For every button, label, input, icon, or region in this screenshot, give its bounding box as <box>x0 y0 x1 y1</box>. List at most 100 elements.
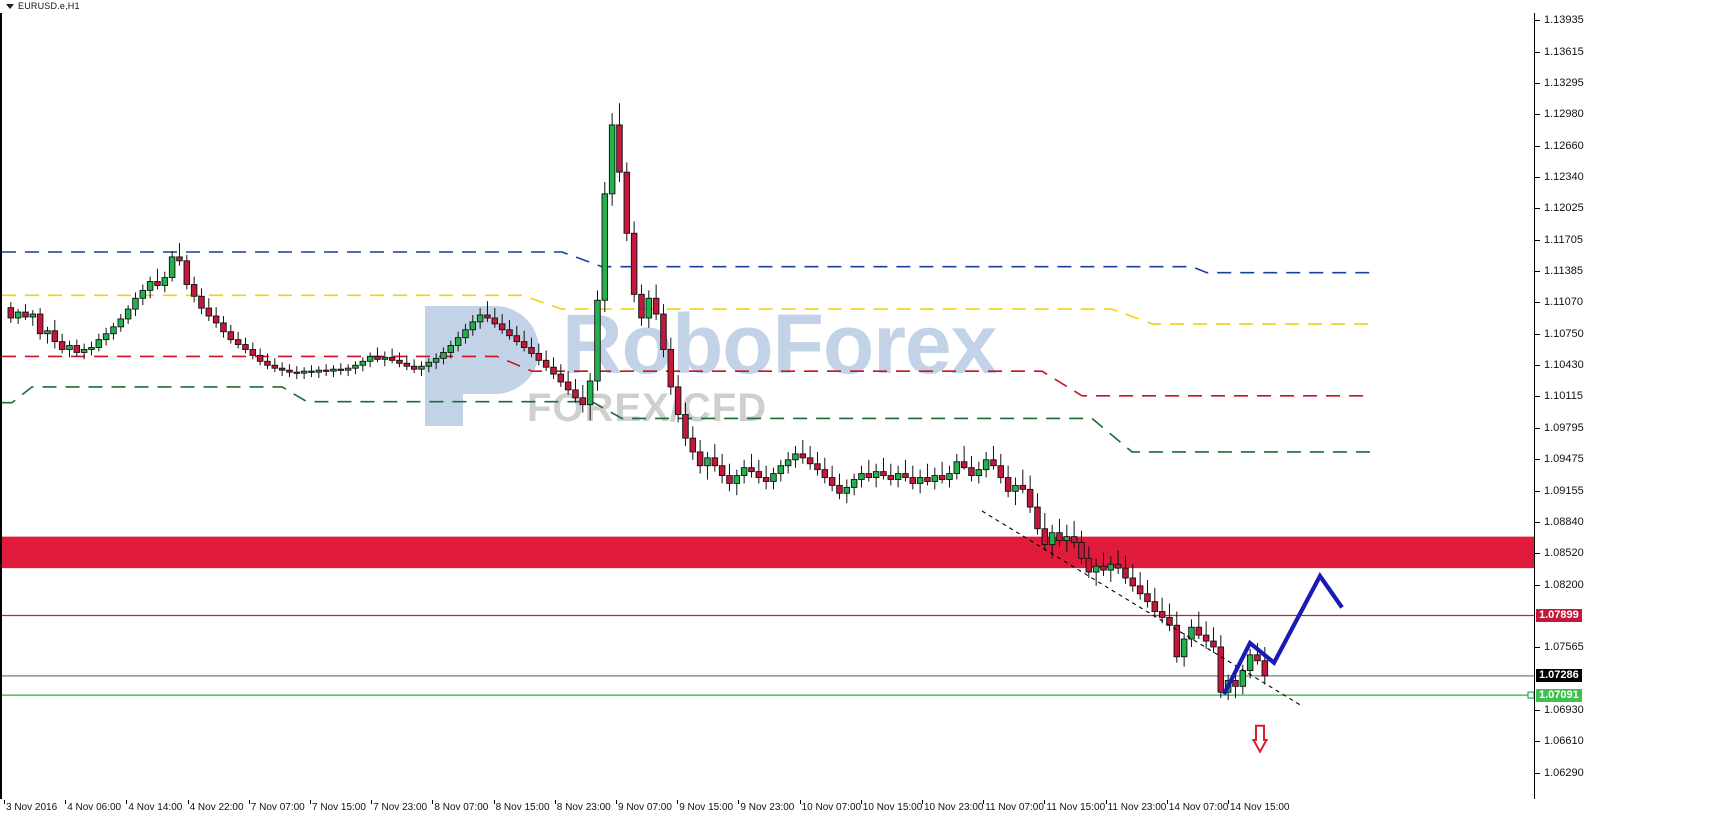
chevron-down-icon[interactable] <box>6 4 14 9</box>
candle <box>755 459 763 484</box>
candle-body <box>997 465 1005 478</box>
candle-body <box>843 486 851 494</box>
candle <box>366 352 374 368</box>
symbol-tab-label[interactable]: EURUSD.e,H1 <box>18 1 80 11</box>
candle-body <box>139 289 147 299</box>
candle-body <box>528 347 535 354</box>
candle <box>990 446 997 470</box>
candle <box>278 362 286 377</box>
time-tick-label: 8 Nov 15:00 <box>495 802 550 813</box>
candle-body <box>652 297 660 315</box>
candle <box>1173 611 1181 663</box>
candle <box>982 451 990 478</box>
current-price-badge: 1.07286 <box>1536 669 1582 683</box>
candle <box>168 250 176 282</box>
candle <box>601 182 609 313</box>
price-tick-mark <box>1535 490 1540 492</box>
price-tick-mark <box>1535 239 1540 241</box>
candle <box>1217 635 1225 699</box>
time-tick-mark <box>799 800 801 804</box>
candle-body <box>425 361 433 367</box>
candle <box>960 446 968 470</box>
candle <box>909 465 917 490</box>
candle-body <box>850 479 858 488</box>
candle <box>22 304 29 320</box>
candle-body <box>506 329 513 337</box>
price-tick-label: 1.13935 <box>1544 14 1584 26</box>
candle-body <box>660 313 667 350</box>
time-tick-mark <box>554 800 556 804</box>
candle <box>938 461 946 484</box>
candle-body <box>176 256 183 262</box>
candle-body <box>630 232 638 295</box>
candle-body <box>887 475 895 480</box>
candle-body <box>755 471 763 478</box>
candle-body <box>278 367 286 371</box>
time-tick-mark <box>432 800 434 804</box>
candle-body <box>66 345 73 350</box>
candle <box>667 337 675 395</box>
time-tick-label: 4 Nov 22:00 <box>189 802 244 813</box>
candle <box>836 473 843 500</box>
support-level-badge: 1.07091 <box>1536 688 1582 702</box>
candle-body <box>968 467 975 477</box>
price-tick-mark <box>1535 177 1540 179</box>
price-tick-label: 1.08840 <box>1544 515 1584 528</box>
candle-body <box>1122 567 1129 579</box>
candle <box>1056 518 1063 547</box>
price-tick-label: 1.11705 <box>1544 233 1583 246</box>
candle <box>462 323 469 344</box>
candle-body <box>300 370 308 374</box>
time-tick-label: 7 Nov 15:00 <box>312 802 366 813</box>
candle-body <box>1078 542 1085 559</box>
price-tick-label: 1.11385 <box>1544 265 1583 278</box>
price-tick-label: 1.06610 <box>1544 735 1584 748</box>
candle <box>36 308 44 340</box>
candle-body <box>190 284 198 297</box>
chart-plot-area[interactable]: RoboForex FOREX/CFD <box>0 13 1534 799</box>
candle-body <box>154 281 161 286</box>
candle <box>440 347 447 365</box>
price-tick-mark <box>1535 427 1540 429</box>
price-tick-mark <box>1535 51 1540 53</box>
candle <box>1210 627 1217 653</box>
time-tick-mark <box>493 800 495 804</box>
candle-body <box>1019 484 1027 490</box>
candle <box>1041 512 1049 551</box>
time-tick-label: 9 Nov 15:00 <box>679 802 734 813</box>
time-tick-mark <box>983 800 985 804</box>
candle-body <box>674 386 682 415</box>
candle <box>520 330 528 352</box>
candle <box>388 348 396 364</box>
candle-body <box>234 339 242 346</box>
candle-body <box>1129 577 1137 587</box>
candle-body <box>403 362 411 367</box>
candle-body <box>381 356 389 360</box>
candle <box>843 479 851 504</box>
price-tick-label: 1.12660 <box>1544 139 1584 152</box>
candle <box>484 301 491 322</box>
candle <box>447 340 455 359</box>
candle <box>564 371 572 395</box>
price-tick-mark <box>1535 647 1540 649</box>
candle-body <box>1195 626 1203 636</box>
candle <box>660 304 667 358</box>
candle <box>1070 520 1078 549</box>
candle-body <box>718 465 726 477</box>
candle-body <box>1048 532 1056 545</box>
candle-body <box>102 333 110 341</box>
lower-green-band <box>2 386 1372 453</box>
downtrend-dashed-line <box>981 510 1303 707</box>
candle <box>454 331 462 352</box>
candle-body <box>799 453 807 459</box>
candle <box>44 326 51 344</box>
price-tick-label: 1.12025 <box>1544 202 1584 215</box>
price-scale[interactable]: 1.13935 1.13615 1.13295 1.12980 1.12660 1.123… <box>1534 13 1729 799</box>
candle <box>469 315 477 336</box>
candle <box>234 331 242 349</box>
time-tick-label: 14 Nov 15:00 <box>1230 802 1290 813</box>
candle <box>190 276 198 303</box>
candle-body <box>498 323 506 331</box>
candle <box>924 463 931 486</box>
candle <box>498 314 506 334</box>
